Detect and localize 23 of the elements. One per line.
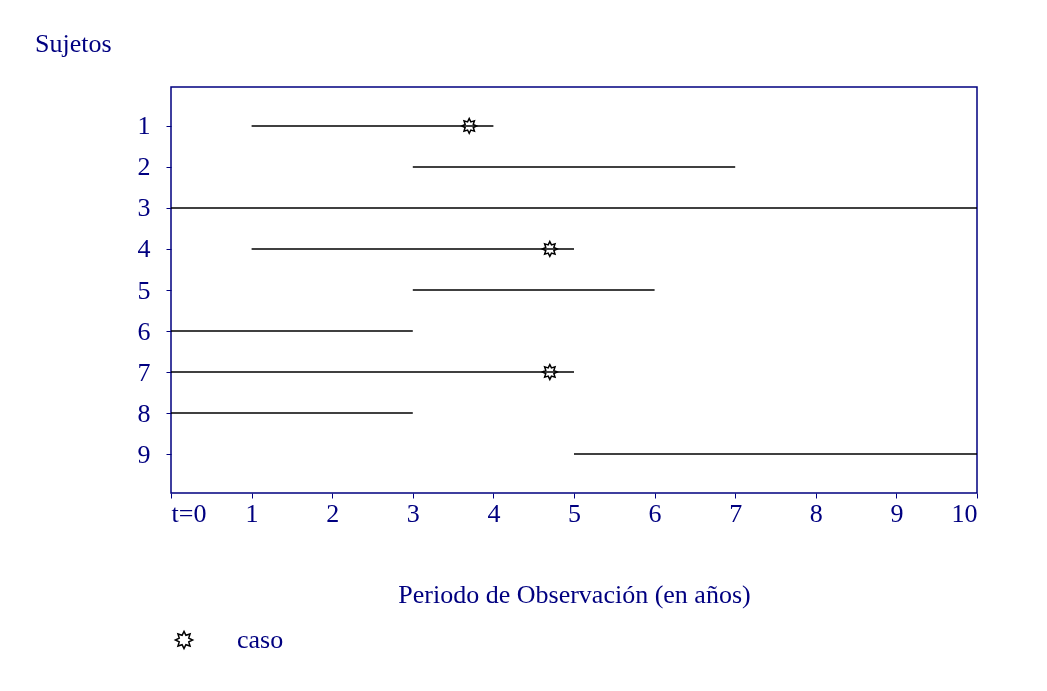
- x-axis-title: Periodo de Observación (en años): [398, 579, 751, 609]
- y-tick-label: 8: [137, 398, 151, 428]
- x-tick-label: 1: [245, 498, 259, 528]
- x-tick-label: 3: [406, 498, 420, 528]
- chart-title: Sujetos: [35, 29, 112, 58]
- y-tick-label: 6: [137, 316, 151, 346]
- y-tick-label: 9: [137, 439, 151, 469]
- y-tick-label: 5: [137, 275, 151, 305]
- y-tick-label: 3: [137, 193, 151, 223]
- y-tick-label: 1: [137, 111, 151, 141]
- y-tick-label: 2: [137, 152, 151, 182]
- y-tick-label: 7: [137, 357, 151, 387]
- x-tick-label: 7: [729, 498, 743, 528]
- x-tick-label: 2: [326, 498, 340, 528]
- y-tick-label: 4: [137, 234, 151, 264]
- legend-label: caso: [237, 625, 284, 654]
- x-tick-label: 5: [568, 498, 581, 528]
- x-tick-label: 8: [809, 498, 823, 528]
- x-tick-label: 9: [890, 498, 904, 528]
- x-tick-label: 6: [648, 498, 662, 528]
- x-tick-label: t=0: [171, 498, 207, 528]
- x-tick-label: 4: [487, 498, 501, 528]
- x-tick-label: 10: [951, 498, 978, 528]
